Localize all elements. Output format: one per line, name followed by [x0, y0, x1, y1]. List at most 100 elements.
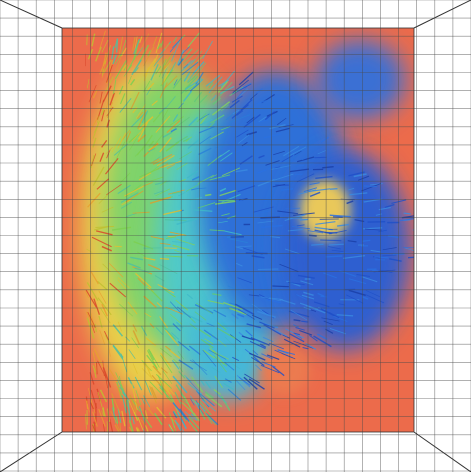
streak	[143, 257, 156, 261]
streak	[336, 314, 354, 317]
streak	[98, 193, 109, 204]
streak	[147, 50, 151, 57]
streak	[100, 108, 105, 116]
streak	[135, 389, 142, 406]
streak	[331, 249, 344, 252]
streak	[279, 298, 296, 305]
streak	[99, 152, 105, 163]
streak	[177, 340, 190, 352]
streak	[115, 56, 122, 72]
streak	[146, 88, 152, 96]
streak	[137, 417, 144, 431]
streak	[198, 400, 212, 416]
streak	[405, 247, 414, 252]
streak	[108, 418, 114, 432]
streak	[389, 258, 402, 262]
streak	[123, 185, 144, 197]
streak	[170, 127, 177, 133]
streak	[282, 334, 291, 339]
streak	[114, 424, 120, 432]
streak	[132, 330, 141, 345]
streak	[147, 348, 155, 361]
streak	[328, 312, 340, 319]
streak	[219, 189, 237, 197]
streak	[149, 380, 163, 396]
streak	[293, 332, 301, 336]
streak	[114, 60, 127, 80]
streak	[210, 131, 224, 140]
streak	[171, 428, 174, 432]
streak	[176, 238, 195, 246]
streak	[217, 81, 233, 99]
streak	[99, 91, 103, 104]
streak	[125, 184, 142, 198]
streak	[274, 166, 281, 169]
streak	[323, 320, 333, 325]
streak	[311, 243, 324, 246]
streak	[199, 409, 206, 420]
streak	[93, 298, 101, 315]
streak	[144, 312, 152, 318]
streak	[189, 414, 195, 421]
streak	[171, 41, 180, 62]
streak	[177, 412, 187, 430]
streak	[112, 345, 124, 360]
box-edge	[0, 431, 63, 472]
streak	[107, 102, 113, 119]
streak	[295, 327, 305, 331]
streak	[294, 334, 303, 339]
streak	[93, 348, 105, 368]
streak	[165, 141, 180, 152]
streak	[346, 294, 364, 304]
streak	[119, 98, 132, 113]
streak	[106, 146, 113, 154]
streak	[85, 289, 97, 308]
streak	[111, 226, 132, 231]
streak	[106, 421, 108, 432]
streak	[374, 256, 389, 259]
streak	[223, 382, 234, 391]
streak	[127, 376, 135, 389]
streak	[102, 424, 106, 432]
box-edge	[0, 0, 63, 29]
streak	[101, 109, 105, 122]
streak	[186, 377, 200, 392]
streak	[153, 53, 164, 67]
streak	[119, 386, 131, 402]
streak	[263, 133, 282, 139]
streak	[365, 294, 385, 304]
streak	[97, 360, 107, 379]
streak	[204, 338, 214, 345]
streak	[348, 289, 366, 296]
streak	[294, 150, 302, 156]
streak	[91, 323, 95, 333]
streak	[209, 347, 225, 365]
streak	[237, 313, 245, 318]
streak	[118, 85, 124, 95]
streak	[153, 190, 164, 195]
streak	[198, 147, 212, 156]
streak	[133, 38, 141, 55]
streak	[329, 243, 344, 246]
streak	[241, 335, 255, 341]
streak	[114, 245, 122, 248]
streak	[320, 136, 329, 143]
streak	[221, 322, 229, 329]
streak	[141, 326, 148, 336]
streak	[301, 320, 309, 323]
streak	[210, 174, 217, 179]
streak	[187, 419, 199, 432]
streak	[137, 277, 147, 287]
streak	[174, 249, 182, 253]
streak	[117, 132, 127, 149]
streak	[372, 269, 379, 272]
streak	[307, 230, 324, 234]
streak	[147, 350, 158, 371]
streak	[314, 156, 327, 159]
streak	[87, 192, 101, 208]
streak	[131, 383, 137, 403]
color-field	[80, 40, 410, 400]
streak	[303, 187, 318, 193]
streak	[149, 53, 159, 74]
streak	[92, 351, 98, 371]
